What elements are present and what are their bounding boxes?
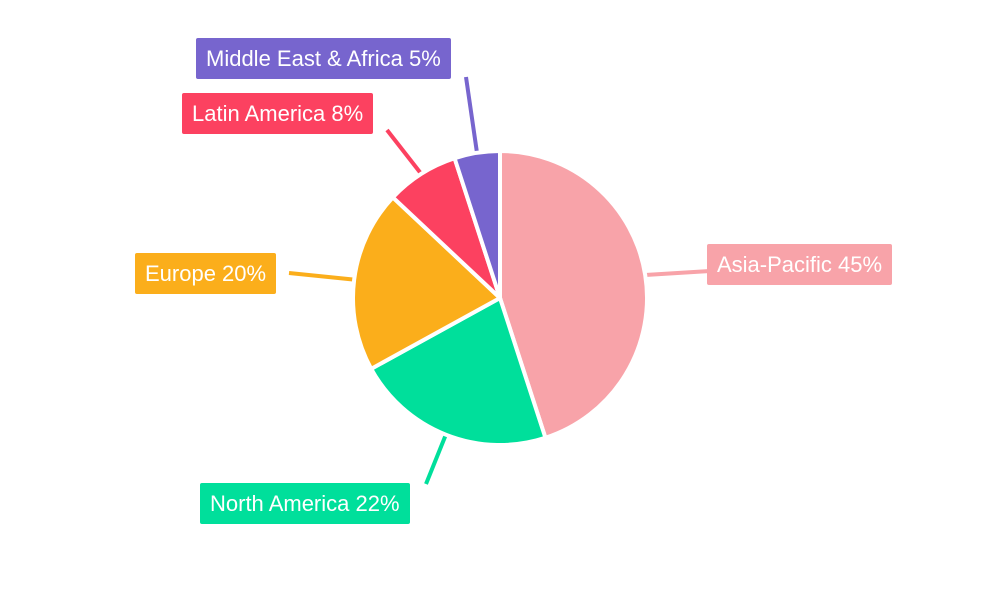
pie-label-asia-pacific: Asia-Pacific 45% <box>707 244 893 285</box>
leader-line-latin-america <box>385 128 423 176</box>
leader-lines-group <box>288 76 711 485</box>
pie-slice-north-america[interactable] <box>369 296 548 447</box>
pie-label-latin-america: Latin America 8% <box>182 93 374 134</box>
leader-line-asia-pacific <box>645 269 711 277</box>
pie-slice-middle-east-africa[interactable] <box>452 149 502 300</box>
pie-slice-europe[interactable] <box>351 195 502 371</box>
pie-label-europe: Europe 20% <box>135 253 277 294</box>
leader-line-middle-east-africa <box>464 76 479 154</box>
pie-slices-group <box>351 149 649 447</box>
leader-line-north-america <box>424 433 448 485</box>
pie-label-middle-east-africa: Middle East & Africa 5% <box>196 38 451 79</box>
pie-slice-asia-pacific[interactable] <box>498 149 649 440</box>
leader-line-europe <box>288 271 355 282</box>
pie-label-north-america: North America 22% <box>200 483 410 524</box>
